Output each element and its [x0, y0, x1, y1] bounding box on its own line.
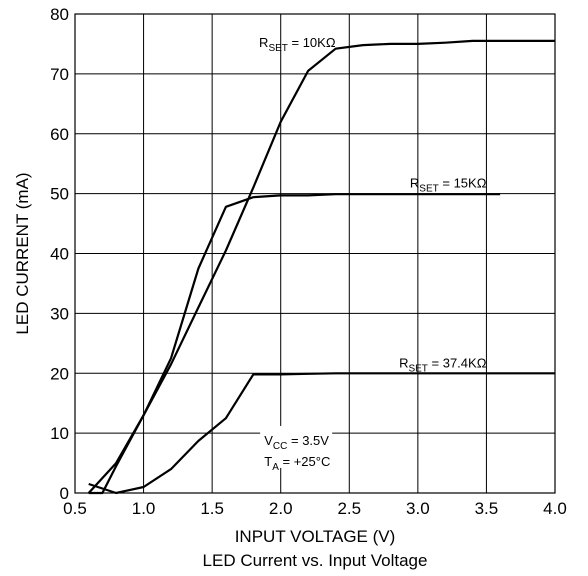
tick-labels: 0.5 1.0 1.5 2.0 2.5 3.0 3.5 4.0 0 10 20 30 40 50 60 70 8… — [50, 5, 567, 518]
chart-caption: LED Current vs. Input Voltage — [203, 551, 428, 570]
y-tick-label: 40 — [50, 245, 69, 264]
x-tick-label: 1.5 — [200, 499, 224, 518]
test-condition-text: VCC = 3.5V — [264, 433, 329, 452]
y-tick-label: 60 — [50, 125, 69, 144]
x-tick-label: 3.0 — [406, 499, 430, 518]
x-tick-label: 0.5 — [63, 499, 87, 518]
grid — [74, 13, 556, 494]
series-lines — [87, 39, 555, 495]
test-condition-text: TA = +25°C — [264, 454, 330, 473]
test-conditions: VCC = 3.5V TA = +25°C — [260, 425, 333, 473]
y-tick-label: 10 — [50, 424, 69, 443]
y-tick-label: 20 — [50, 364, 69, 383]
x-tick-label: 4.0 — [543, 499, 567, 518]
plot-area-frame — [74, 13, 556, 494]
y-tick-label: 50 — [50, 185, 69, 204]
series-label-2: RSET = 15KΩ — [410, 176, 487, 195]
y-tick-label: 80 — [50, 5, 69, 24]
series-labels: RSET = 10KΩ RSET = 15KΩ RSET = 37.4KΩ — [259, 35, 487, 374]
x-tick-label: 2.5 — [337, 499, 361, 518]
y-axis-label: LED CURRENT (mA) — [13, 172, 32, 334]
test-conditions-background — [260, 425, 333, 468]
x-tick-label: 3.5 — [475, 499, 499, 518]
y-tick-label: 70 — [50, 65, 69, 84]
series-line-2 — [87, 193, 501, 494]
y-tick-label: 30 — [50, 304, 69, 323]
y-tick-label: 0 — [60, 484, 69, 503]
series-label-3: RSET = 37.4KΩ — [399, 355, 487, 374]
series-line-3 — [88, 372, 555, 495]
series-line-1 — [88, 39, 555, 495]
series-label-1: RSET = 10KΩ — [259, 35, 336, 54]
x-tick-label: 2.0 — [269, 499, 293, 518]
x-axis-label: INPUT VOLTAGE (V) — [235, 527, 396, 546]
x-tick-label: 1.0 — [132, 499, 156, 518]
